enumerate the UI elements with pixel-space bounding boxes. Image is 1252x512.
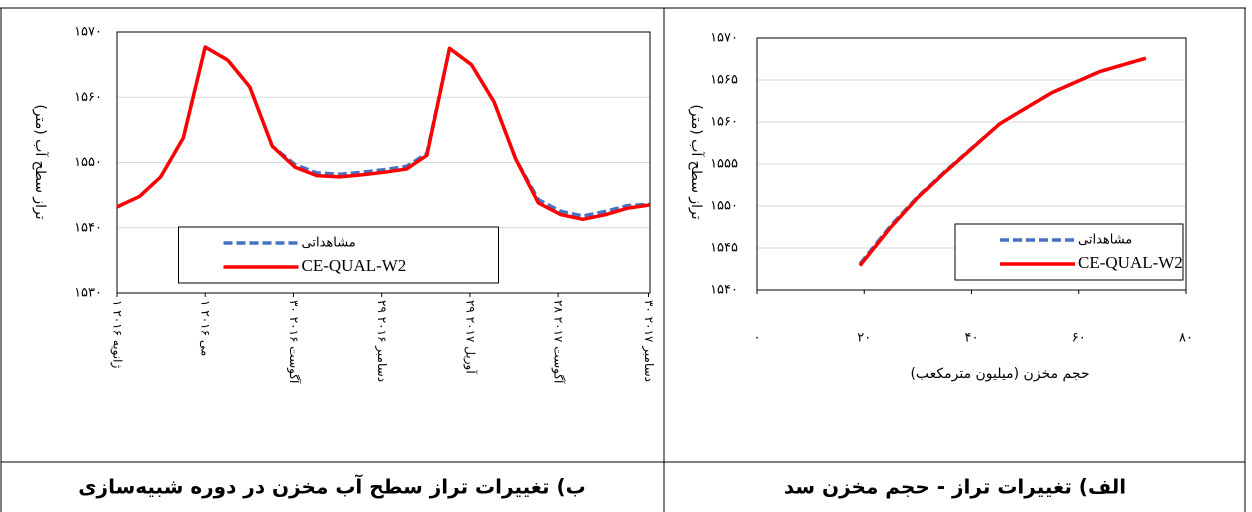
series-line <box>116 45 651 222</box>
x-axis-label: حجم مخزن (میلیون مترمکعب) <box>910 366 1089 382</box>
x-tick-label: ۳۰ آگوست ۲۰۱۶ <box>286 300 302 384</box>
x-tick-label: ۴۰ <box>965 331 979 346</box>
legend-label: مشاهداتی <box>1078 233 1132 248</box>
y-tick-label: ۱۵۶۰ <box>710 115 738 130</box>
y-tick-label: ۱۵۶۰ <box>74 90 102 105</box>
legend-label: CE-QUAL-W2 <box>1078 253 1183 272</box>
y-axis-label: تراز سطح آب (متر) <box>32 104 49 219</box>
plot-frame <box>116 31 651 294</box>
y-tick-label: ۱۵۷۰ <box>710 31 738 46</box>
x-tick-label: ۱ می ۲۰۱۶ <box>199 300 213 356</box>
legend-label: CE-QUAL-W2 <box>302 256 407 275</box>
x-tick-label: ۲۹ آوریل ۲۰۱۷ <box>462 300 478 374</box>
legend-label: مشاهداتی <box>302 236 356 251</box>
y-axis-label: تراز سطح آب (متر) <box>688 104 705 219</box>
y-tick-label: ۱۵۷۰ <box>74 25 102 40</box>
caption: الف) تغییرات تراز - حجم مخزن سد <box>784 475 1126 499</box>
y-tick-label: ۱۵۴۰ <box>74 220 102 235</box>
y-tick-label: ۱۵۵۰ <box>710 199 738 214</box>
x-tick-label: ۲۰ <box>857 331 871 346</box>
legend-box <box>178 226 499 284</box>
x-tick-label: ۰ <box>754 331 761 346</box>
series-line <box>116 45 651 218</box>
x-tick-label: ۱ ژانویه ۲۰۱۶ <box>110 300 125 369</box>
x-tick-label: ۲۹ دسامبر ۲۰۱۶ <box>374 300 389 382</box>
y-tick-label: ۱۵۳۰ <box>74 286 102 301</box>
y-tick-label: ۱۵۴۰ <box>710 283 738 298</box>
y-tick-label: ۱۵۶۵ <box>710 73 738 88</box>
x-tick-label: ۶۰ <box>1072 331 1086 346</box>
x-tick-label: ۳۰ دسامبر ۲۰۱۷ <box>641 300 656 382</box>
y-tick-label: ۱۵۵۰ <box>74 155 102 170</box>
legend-box <box>954 223 1184 281</box>
y-tick-label: ۱۵۵۵ <box>710 157 738 172</box>
y-tick-label: ۱۵۴۵ <box>710 241 738 256</box>
series-line <box>858 56 1147 267</box>
x-tick-label: ۸۰ <box>1179 331 1193 346</box>
x-tick-label: ۲۸ آگوست ۲۰۱۷ <box>551 300 567 384</box>
caption: ب) تغییرات تراز سطح آب مخزن در دوره شبیه… <box>78 474 586 499</box>
